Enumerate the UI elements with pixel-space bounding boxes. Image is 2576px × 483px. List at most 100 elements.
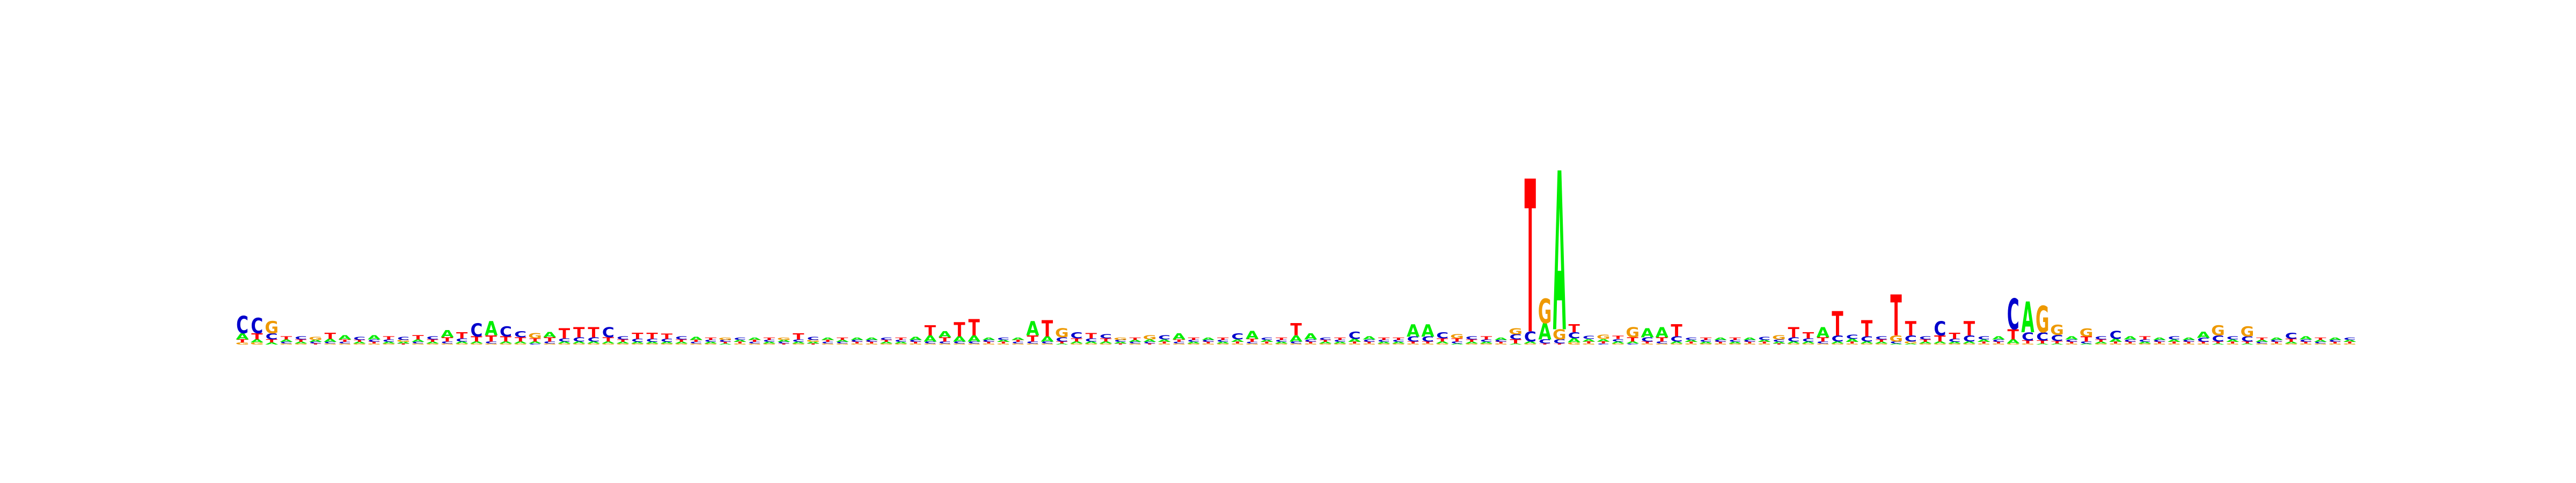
- logo-letter-c: C: [1905, 334, 1917, 343]
- logo-letter-a: A: [865, 337, 879, 341]
- logo-letter-c: C: [749, 341, 761, 344]
- logo-letter-g: G: [587, 343, 601, 345]
- logo-letter-g: G: [1582, 343, 1596, 345]
- logo-letter-t: T: [1144, 343, 1157, 345]
- logo-letter-t: T: [1817, 336, 1828, 343]
- logo-letter-g: G: [1553, 326, 1567, 343]
- logo-letter-t: T: [1905, 318, 1916, 341]
- logo-letter-a: A: [1275, 341, 1289, 344]
- logo-letter-a: A: [938, 330, 952, 339]
- logo-letter-a: A: [2021, 294, 2034, 343]
- logo-letter-t: T: [1451, 338, 1463, 342]
- logo-letter-a: A: [338, 334, 351, 341]
- logo-letter-c: C: [1407, 335, 1419, 343]
- logo-letter-c: C: [1012, 341, 1024, 344]
- logo-letter-a: A: [602, 341, 615, 344]
- logo-letter-g: G: [1655, 343, 1669, 345]
- logo-letter-g: G: [762, 343, 776, 345]
- logo-letter-c: C: [2271, 339, 2283, 342]
- logo-letter-a: A: [792, 341, 806, 344]
- logo-letter-t: T: [295, 339, 307, 343]
- logo-letter-t: T: [1847, 341, 1858, 344]
- logo-letter-g: G: [1143, 334, 1157, 341]
- logo-letter-t: T: [983, 341, 995, 344]
- logo-letter-c: C: [822, 341, 834, 344]
- logo-letter-c: C: [1641, 336, 1653, 343]
- logo-letter-g: G: [2036, 299, 2050, 341]
- logo-letter-c: C: [1188, 339, 1200, 342]
- logo-letter-a: A: [1099, 341, 1113, 344]
- logo-letter-g: G: [1933, 343, 1947, 345]
- logo-letter-a: A: [295, 341, 308, 344]
- logo-letter-g: G: [528, 332, 542, 340]
- logo-letter-c: C: [778, 341, 790, 344]
- logo-letter-c: C: [1451, 341, 1463, 344]
- logo-letter-c: C: [588, 336, 600, 343]
- logo-letter-c: C: [705, 339, 717, 342]
- logo-letter-g: G: [1187, 343, 1201, 345]
- logo-letter-t: T: [1173, 339, 1185, 343]
- logo-letter-g: G: [645, 343, 659, 345]
- logo-letter-g: G: [821, 343, 835, 345]
- logo-letter-g: G: [836, 343, 850, 345]
- logo-letter-g: G: [2328, 343, 2342, 345]
- logo-letter-c: C: [1027, 341, 1039, 344]
- logo-letter-a: A: [646, 341, 659, 344]
- logo-letter-g: G: [1114, 337, 1128, 341]
- logo-letter-c: C: [529, 343, 541, 345]
- logo-letter-t: T: [1086, 332, 1097, 340]
- logo-letter-a: A: [441, 328, 453, 340]
- logo-letter-t: T: [807, 343, 819, 345]
- logo-letter-t: T: [720, 341, 731, 344]
- logo-letter-g: G: [543, 343, 557, 345]
- logo-letter-c: C: [2124, 339, 2136, 343]
- logo-letter-c: C: [661, 338, 673, 343]
- logo-letter-t: T: [339, 339, 351, 343]
- logo-letter-c: C: [866, 339, 878, 342]
- logo-letter-g: G: [1992, 343, 2006, 345]
- logo-letter-a: A: [543, 331, 557, 339]
- logo-letter-c: C: [1788, 336, 1800, 343]
- logo-letter-t: T: [515, 336, 526, 343]
- logo-letter-t: T: [1042, 316, 1053, 342]
- logo-letter-a: A: [821, 337, 835, 341]
- logo-letter-a: A: [1904, 343, 1918, 345]
- logo-letter-a: A: [382, 341, 396, 344]
- logo-letter-a: A: [2138, 341, 2151, 344]
- logo-letter-a: A: [2256, 339, 2269, 342]
- logo-letter-a: A: [1948, 341, 1962, 344]
- logo-letter-a: A: [485, 318, 498, 341]
- logo-letter-a: A: [1538, 319, 1552, 345]
- logo-letter-g: G: [1158, 343, 1172, 345]
- logo-letter-a: A: [412, 339, 425, 343]
- logo-letter-g: G: [294, 343, 308, 345]
- logo-letter-c: C: [1378, 339, 1390, 342]
- logo-letter-g: G: [675, 343, 689, 345]
- logo-letter-c: C: [1992, 339, 2004, 343]
- logo-letter-a: A: [704, 341, 718, 344]
- logo-letter-c: C: [1231, 332, 1243, 341]
- logo-letter-c: C: [2095, 336, 2107, 341]
- logo-letter-g: G: [2211, 322, 2225, 339]
- logo-letter-g: G: [367, 343, 381, 345]
- logo-letter-a: A: [895, 341, 908, 344]
